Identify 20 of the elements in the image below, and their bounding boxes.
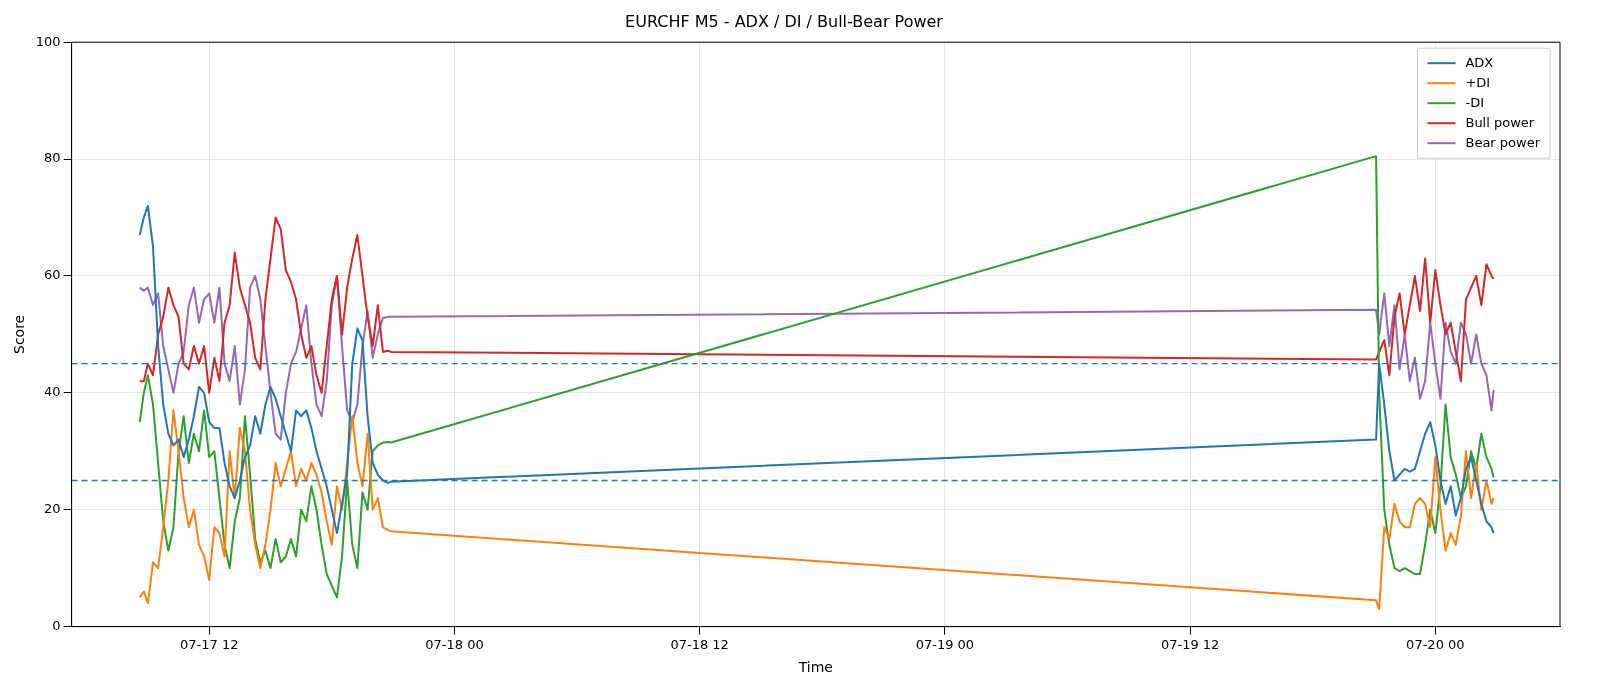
x-tick-label: 07-20 00 [1406,636,1465,652]
legend-label: Bear power [1465,134,1541,150]
x-tick-label: 07-18 00 [425,636,484,652]
chart-title: EURCHF M5 - ADX / DI / Bull-Bear Power [625,11,944,31]
y-axis-title: Score [11,314,28,355]
x-axis-title: Time [797,659,833,676]
y-tick-label: 40 [44,384,61,400]
y-tick-label: 80 [44,150,61,166]
y-tick-label: 0 [52,617,61,633]
x-tick-label: 07-19 00 [915,636,975,652]
x-tick-label: 07-18 12 [670,636,729,652]
x-tick-label: 07-17 12 [179,636,239,652]
y-tick-label: 100 [35,33,61,49]
legend-label: ADX [1465,54,1494,70]
legend-label: +DI [1465,74,1491,90]
legend-label: -DI [1465,94,1485,110]
y-tick-label: 20 [44,501,61,517]
x-tick-label: 07-19 12 [1160,636,1220,652]
legend-label: Bull power [1465,114,1535,130]
y-tick-label: 60 [44,267,61,283]
